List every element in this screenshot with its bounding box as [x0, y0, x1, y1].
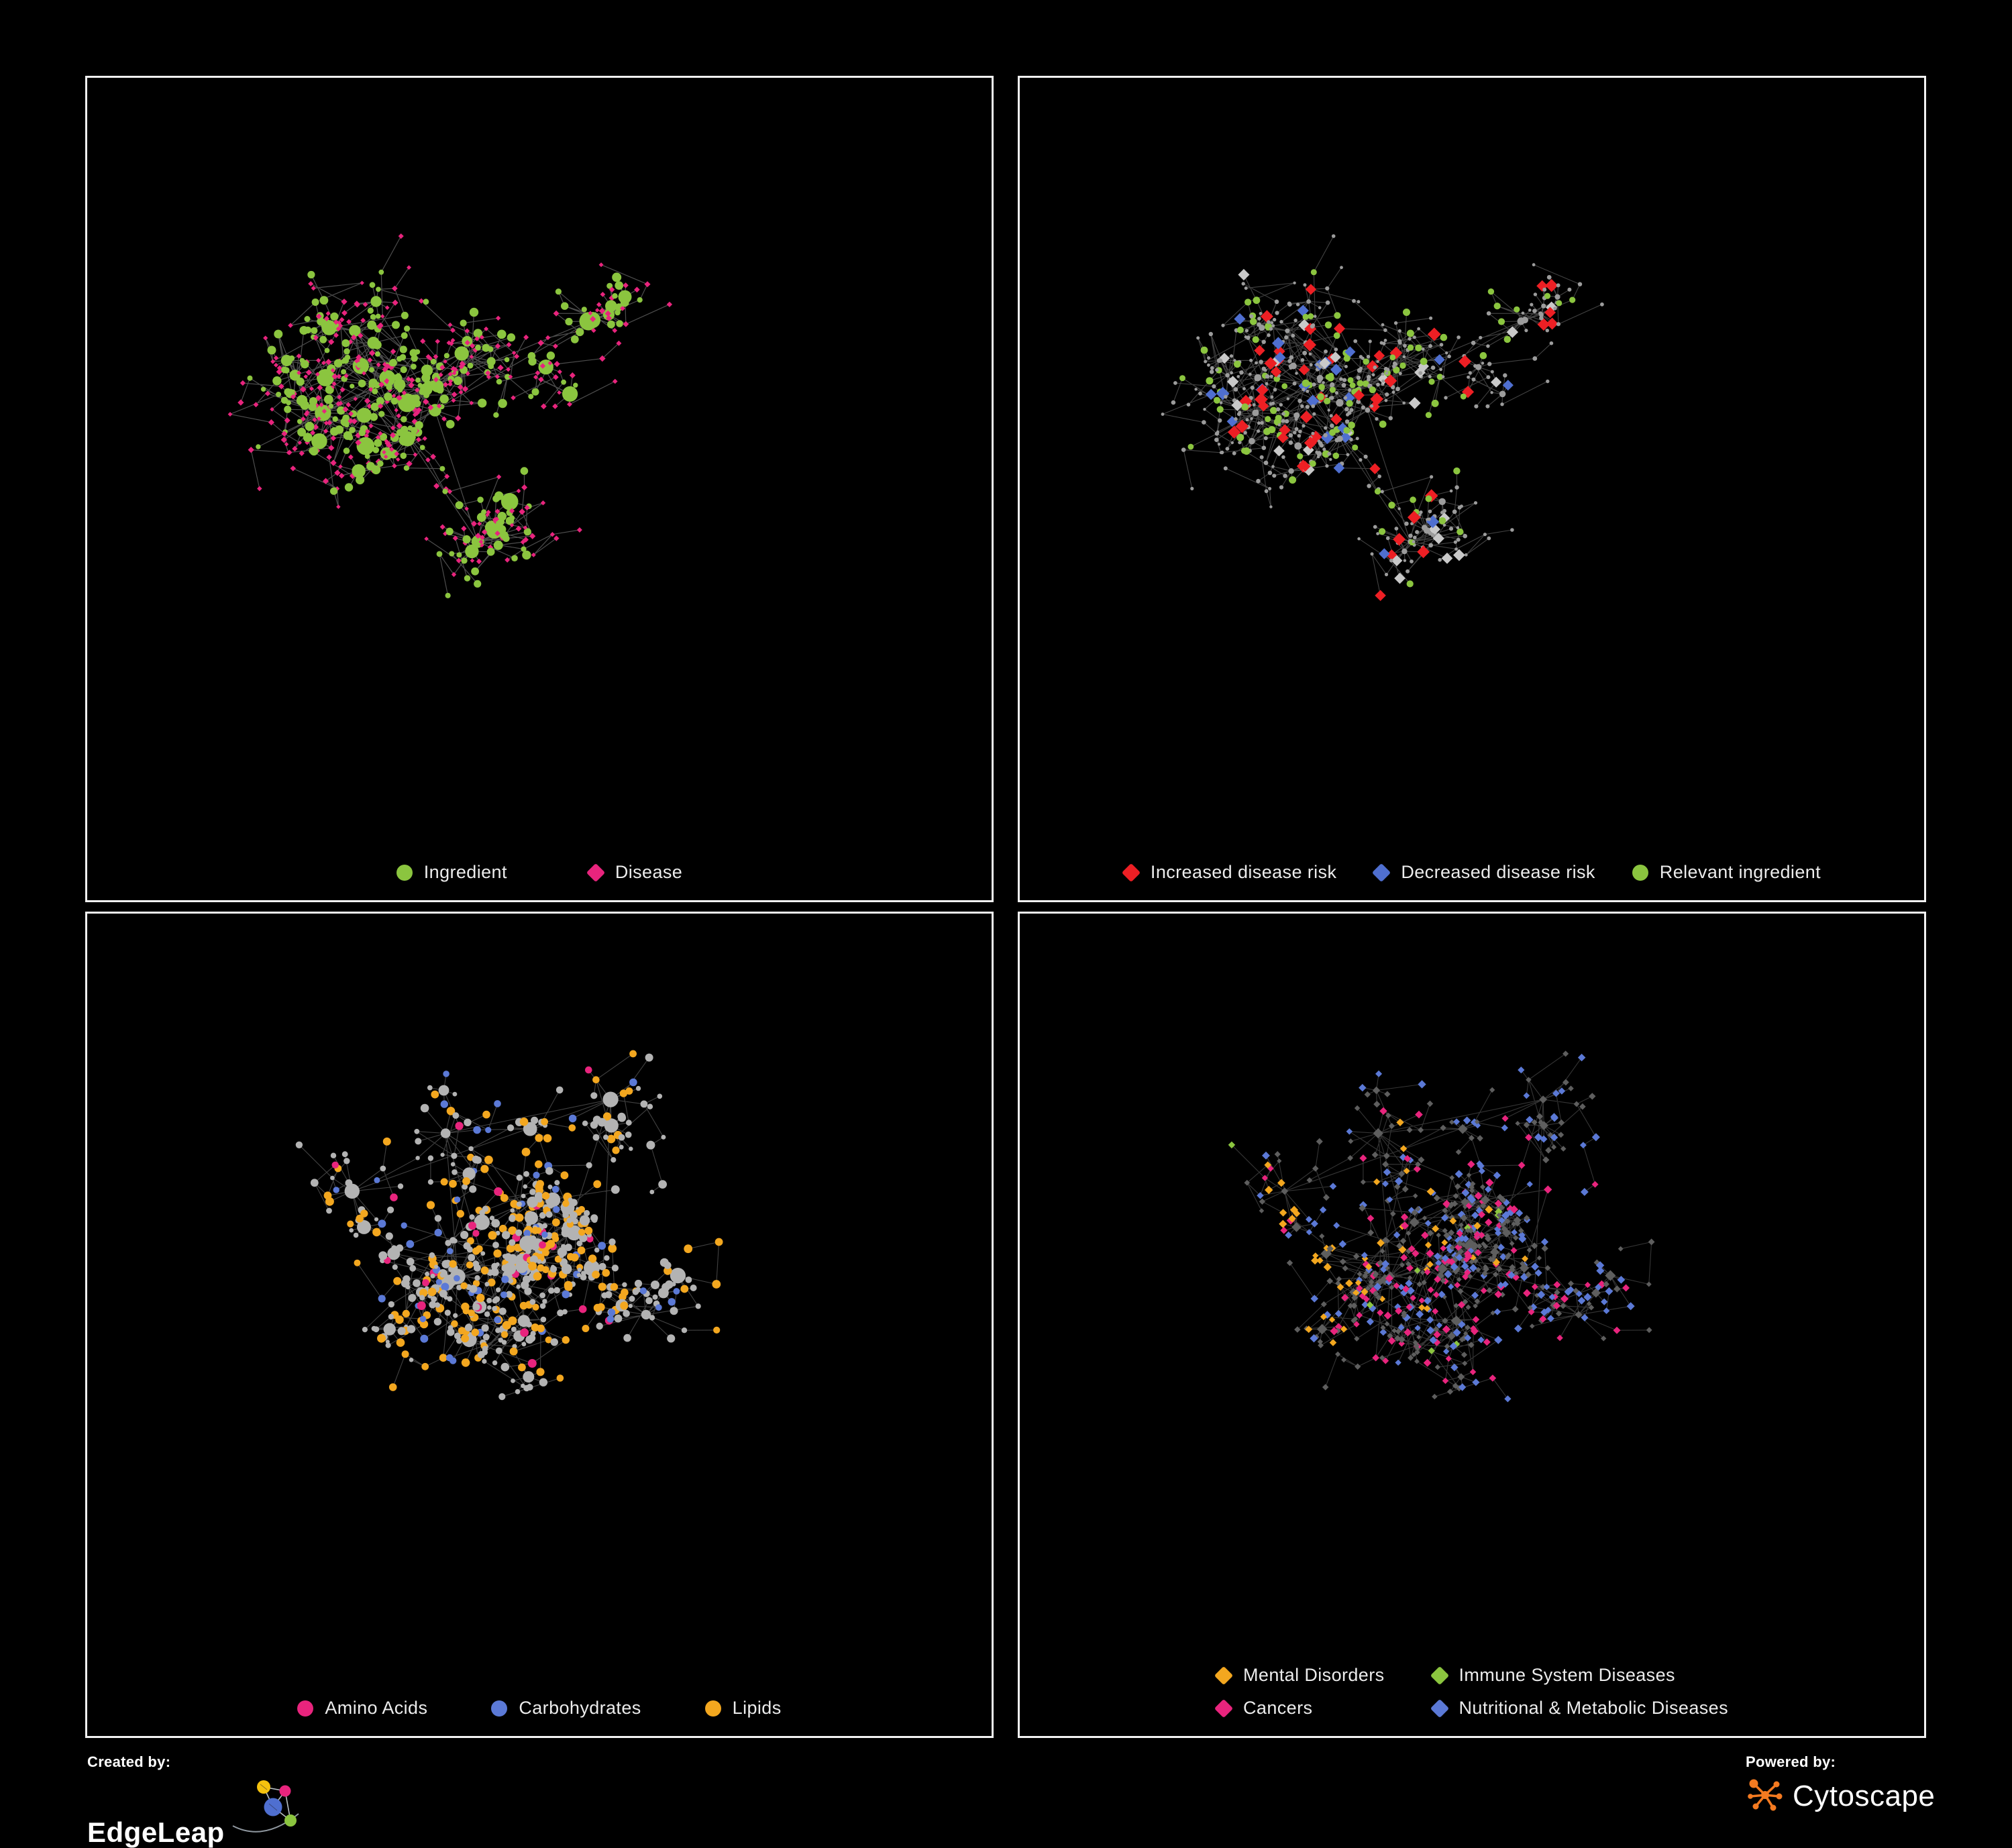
legend-item-immune-system-diseases: Immune System Diseases	[1430, 1665, 1675, 1686]
disease-category-graph	[1228, 1050, 1655, 1403]
powered-by-label: Powered by:	[1746, 1753, 1836, 1770]
legend-item-relevant-ingredient: Relevant ingredient	[1632, 862, 1821, 883]
legend-item-cancers: Cancers	[1214, 1698, 1313, 1719]
circle-marker	[396, 864, 413, 881]
legend-disease-risk: Increased disease risk Decreased disease …	[1020, 862, 1924, 883]
circle-marker	[491, 1700, 508, 1717]
macronutrient-graph	[295, 1050, 723, 1401]
panel-disease-category-network: Mental Disorders Cancers Immune System Dis…	[1018, 912, 1926, 1738]
powered-by-credit: Powered by:	[1746, 1753, 1935, 1817]
legend-item-mental-disorders: Mental Disorders	[1214, 1665, 1385, 1686]
legend-label: Increased disease risk	[1150, 862, 1337, 882]
legend-item-lipids: Lipids	[704, 1698, 782, 1719]
legend-disease-categories: Mental Disorders Cancers Immune System Dis…	[1020, 1665, 1924, 1719]
legend-label: Ingredient	[423, 862, 507, 882]
disease-risk-graph	[1161, 234, 1604, 601]
legend-item-nutritional-metabolic-diseases: Nutritional & Metabolic Diseases	[1430, 1698, 1728, 1719]
legend-item-decreased-disease-risk: Decreased disease risk	[1372, 862, 1595, 883]
diamond-marker	[1430, 1666, 1449, 1685]
panel-macronutrient-network: Amino Acids Carbohydrates Lipids	[85, 912, 994, 1738]
legend-label: Lipids	[732, 1698, 782, 1718]
legend-item-increased-disease-risk: Increased disease risk	[1121, 862, 1337, 883]
edgeleap-logo-icon	[229, 1776, 311, 1847]
legend-label: Disease	[615, 862, 683, 882]
diamond-marker	[1430, 1698, 1449, 1718]
legend-column: Immune System Diseases Nutritional & Meta…	[1430, 1665, 1728, 1719]
legend-label: Immune System Diseases	[1459, 1665, 1675, 1685]
legend-label: Amino Acids	[325, 1698, 428, 1718]
legend-label: Nutritional & Metabolic Diseases	[1459, 1698, 1728, 1718]
legend-ingredient-disease: Ingredient Disease	[87, 862, 992, 883]
legend-item-ingredient: Ingredient	[396, 862, 507, 883]
legend-label: Carbohydrates	[519, 1698, 641, 1718]
diamond-marker	[586, 863, 606, 882]
circle-marker	[297, 1700, 314, 1717]
legend-label: Cancers	[1243, 1698, 1313, 1718]
legend-macronutrients: Amino Acids Carbohydrates Lipids	[87, 1698, 992, 1719]
diamond-marker	[1214, 1666, 1234, 1685]
circle-marker	[704, 1700, 721, 1717]
cytoscape-logo-icon	[1746, 1775, 1785, 1817]
panel-ingredient-disease-network: Ingredient Disease	[85, 76, 994, 902]
created-by-credit: Created by: EdgeLeap	[87, 1753, 311, 1847]
created-by-label: Created by:	[87, 1753, 171, 1770]
legend-label: Mental Disorders	[1243, 1665, 1385, 1685]
diamond-marker	[1372, 863, 1391, 882]
legend-item-disease: Disease	[586, 862, 683, 883]
diamond-marker	[1214, 1698, 1234, 1718]
circle-marker	[1632, 864, 1648, 881]
cytoscape-wordmark: Cytoscape	[1793, 1779, 1936, 1812]
ingredient-disease-graph	[227, 233, 673, 598]
legend-column: Mental Disorders Cancers	[1214, 1665, 1385, 1719]
legend-item-carbohydrates: Carbohydrates	[491, 1698, 641, 1719]
edgeleap-wordmark: EdgeLeap	[87, 1816, 225, 1848]
panel-disease-risk-network: Increased disease risk Decreased disease …	[1018, 76, 1926, 902]
legend-label: Relevant ingredient	[1659, 862, 1821, 882]
diamond-marker	[1121, 863, 1141, 882]
legend-item-amino-acids: Amino Acids	[297, 1698, 427, 1719]
legend-label: Decreased disease risk	[1401, 862, 1595, 882]
